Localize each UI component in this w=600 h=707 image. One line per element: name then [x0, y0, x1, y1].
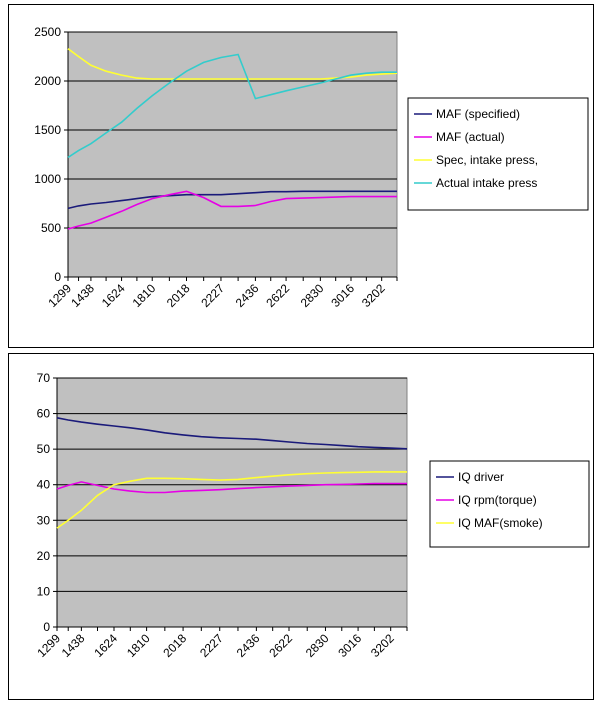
- chart-bottom-x-tick-label: 1299: [34, 631, 63, 660]
- chart-top-x-tick-label: 3016: [328, 281, 357, 310]
- chart-bottom-legend: [429, 460, 590, 548]
- chart-bottom-series-line: [56, 471, 407, 529]
- chart-bottom-x-tick-label: 2622: [266, 631, 295, 660]
- chart-bottom-y-tick-label: 60: [37, 407, 51, 421]
- chart-top-series-line: [67, 53, 397, 159]
- chart-bottom-y-tick-label: 30: [37, 513, 51, 527]
- chart-top-legend-label: Actual intake press: [436, 176, 537, 190]
- chart-top-series-line: [67, 190, 397, 230]
- chart-top-series-line: [67, 190, 397, 210]
- chart-top-legend-label: Spec, intake press,: [436, 153, 538, 167]
- chart-top-x-tick-label: 2018: [164, 281, 193, 310]
- chart-bottom-y-tick-label: 40: [37, 478, 51, 492]
- chart-bottom-x-tick-label: 3202: [368, 631, 397, 660]
- chart-top-x-tick-label: 2436: [233, 281, 262, 310]
- chart-bottom-series-line: [56, 481, 407, 494]
- chart-top-x-tick-label: 2227: [198, 281, 227, 310]
- chart-top-legend-label: MAF (specified): [436, 107, 520, 121]
- chart-bottom-y-tick-label: 10: [37, 584, 51, 598]
- chart-top-x-tick-label: 3202: [359, 281, 388, 310]
- chart-bottom-series-line: [56, 417, 408, 450]
- chart-bottom-x-tick-label: 2830: [303, 631, 332, 660]
- chart-bottom-x-tick-label: 1810: [124, 631, 153, 660]
- chart-bottom-y-tick-label: 0: [43, 620, 50, 634]
- chart-top-plot-area: [67, 31, 398, 278]
- chart-bottom-y-tick-label: 70: [37, 371, 51, 385]
- chart-top-y-tick-label: 1000: [34, 172, 61, 186]
- chart-top-legend-label: MAF (actual): [436, 130, 505, 144]
- chart-bottom-y-tick-label: 50: [37, 442, 51, 456]
- chart-top-y-tick-label: 0: [54, 270, 61, 284]
- chart-top-y-tick-label: 500: [41, 221, 61, 235]
- chart-top-x-tick-label: 2622: [263, 281, 292, 310]
- chart-top: 0 500 1000 1500 2000 2500 1299 1438 1624 1810 2018…: [8, 4, 594, 348]
- chart-bottom-y-tick-label: 20: [37, 549, 51, 563]
- chart-bottom-legend-label: IQ driver: [458, 470, 504, 484]
- chart-top-x-tick-label: 2830: [298, 281, 327, 310]
- chart-top-x-tick-label: 1299: [45, 281, 74, 310]
- chart-bottom-x-tick-label: 1624: [91, 631, 120, 660]
- chart-top-y-tick-label: 2000: [34, 74, 61, 88]
- chart-bottom: 0 10 20 30 40 50 60 70 1299 1438 1624 1810 2018 2227 2…: [8, 353, 594, 700]
- chart-bottom-x-tick-label: 3016: [335, 631, 364, 660]
- chart-top-x-tick-label: 1624: [99, 281, 128, 310]
- chart-bottom-x-tick-label: 1438: [59, 631, 88, 660]
- chart-top-y-tick-label: 2500: [34, 25, 61, 39]
- chart-top-x-tick-label: 1438: [68, 281, 97, 310]
- chart-bottom-legend-label: IQ rpm(torque): [458, 493, 537, 507]
- chart-top-legend: [407, 97, 589, 211]
- chart-top-y-tick-label: 1500: [34, 123, 61, 137]
- chart-bottom-plot-area: [56, 377, 408, 628]
- chart-bottom-legend-label: IQ MAF(smoke): [458, 516, 543, 530]
- chart-bottom-x-tick-label: 2018: [160, 631, 189, 660]
- chart-bottom-x-tick-label: 2227: [197, 631, 226, 660]
- chart-top-x-tick-label: 1810: [130, 281, 159, 310]
- chart-bottom-x-tick-label: 2436: [234, 631, 263, 660]
